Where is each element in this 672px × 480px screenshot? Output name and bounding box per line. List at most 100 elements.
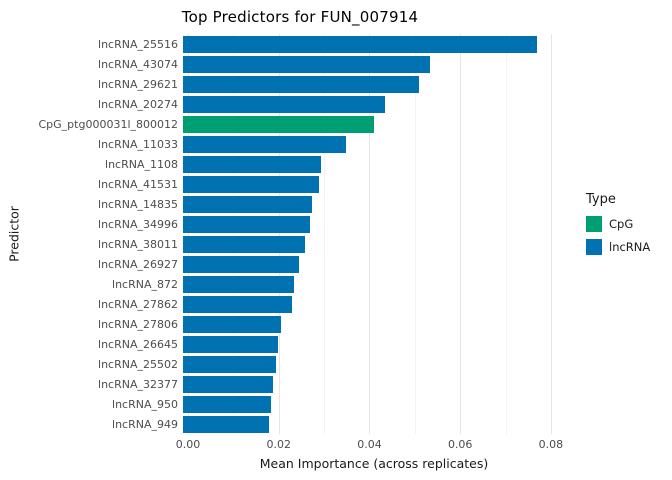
legend-entries: CpG lncRNA [586,216,650,255]
y-tick-label: lncRNA_32377 [98,377,178,391]
bar-lncRNA_26927 [183,255,299,273]
bar-row: lncRNA_26927 [0,254,560,274]
bar-lncRNA_32377 [183,375,273,393]
y-tick-label: lncRNA_34996 [98,217,178,231]
bar-lncRNA_25502 [183,355,276,373]
y-tick-label: lncRNA_27862 [98,297,178,311]
bar-lncRNA_1108 [183,155,322,173]
bar-track [183,334,555,354]
bar-track [183,194,555,214]
x-tick-label: 0.02 [266,438,291,451]
bar-lncRNA_43074 [183,55,431,73]
bar-track [183,54,555,74]
bar-track [183,394,555,414]
bar-row: lncRNA_872 [0,274,560,294]
bar-lncRNA_25516 [183,35,537,53]
bar-row: lncRNA_949 [0,414,560,434]
bar-track [183,274,555,294]
bar-row: lncRNA_43074 [0,54,560,74]
bar-row: lncRNA_38011 [0,234,560,254]
bar-track [183,34,555,54]
bar-track [183,134,555,154]
bar-row: lncRNA_27806 [0,314,560,334]
y-tick-label: lncRNA_11033 [98,137,178,151]
bar-track [183,154,555,174]
bar-track [183,94,555,114]
y-tick-label: lncRNA_26927 [98,257,178,271]
bar-track [183,74,555,94]
y-tick-label: lncRNA_872 [112,277,178,291]
legend-swatch [586,216,602,232]
bar-CpG_ptg000031l_800012 [183,115,374,133]
bar-lncRNA_29621 [183,75,419,93]
bar-track [183,374,555,394]
bar-lncRNA_41531 [183,175,320,193]
y-tick-label: lncRNA_29621 [98,77,178,91]
bar-row: lncRNA_34996 [0,214,560,234]
x-tick-label: 0.08 [538,438,564,451]
y-tick-label: lncRNA_1108 [105,157,178,171]
bar-lncRNA_38011 [183,235,306,253]
chart-title: Top Predictors for FUN_007914 [181,8,419,26]
legend-label: CpG [609,217,634,231]
gridline [188,34,189,434]
bar-row: lncRNA_26645 [0,334,560,354]
bar-lncRNA_26645 [183,335,279,353]
bar-row: CpG_ptg000031l_800012 [0,114,560,134]
bar-row: lncRNA_29621 [0,74,560,94]
x-axis-title: Mean Importance (across replicates) [259,456,489,471]
bar-lncRNA_20274 [183,95,385,113]
bar-lncRNA_34996 [183,215,311,233]
bar-row: lncRNA_14835 [0,194,560,214]
bar-lncRNA_949 [183,415,270,433]
bar-track [183,234,555,254]
bar-track [183,314,555,334]
bar-track [183,294,555,314]
bar-lncRNA_27862 [183,295,292,313]
gridline [233,34,235,434]
y-tick-label: lncRNA_950 [112,397,178,411]
bar-row: lncRNA_11033 [0,134,560,154]
legend-swatch [586,239,602,255]
bar-lncRNA_950 [183,395,272,413]
gridline [550,34,552,434]
y-tick-label: lncRNA_25516 [98,37,178,51]
bar-row: lncRNA_1108 [0,154,560,174]
bar-track [183,114,555,134]
bar-rows: lncRNA_25516 lncRNA_43074 lncRNA_29621 lncR… [0,34,560,434]
gridline [369,34,371,434]
bar-row: lncRNA_20274 [0,94,560,114]
bar-track [183,214,555,234]
y-tick-label: lncRNA_25502 [98,357,178,371]
y-tick-label: lncRNA_26645 [98,337,178,351]
y-tick-label: lncRNA_14835 [98,197,178,211]
bar-row: lncRNA_25502 [0,354,560,374]
y-tick-label: lncRNA_20274 [98,97,178,111]
gridline [324,34,326,434]
gridline [278,34,280,434]
x-tick-labels: 0.00 0.02 0.04 0.06 0.08 [176,438,563,452]
legend: Type CpG lncRNA [586,192,650,262]
bar-lncRNA_27806 [183,315,281,333]
y-tick-label: CpG_ptg000031l_800012 [38,117,178,131]
bar-track [183,254,555,274]
gridline [505,34,507,434]
bar-row: lncRNA_32377 [0,374,560,394]
bar-row: lncRNA_41531 [0,174,560,194]
y-tick-label: lncRNA_38011 [98,237,178,251]
legend-entry-CpG: CpG [586,216,650,232]
gridline [414,34,416,434]
legend-entry-lncRNA: lncRNA [586,239,650,255]
bar-row: lncRNA_25516 [0,34,560,54]
x-tick-label: 0.06 [447,438,473,451]
x-tick-label: 0.00 [175,438,201,451]
legend-label: lncRNA [609,240,651,254]
x-tick-label: 0.04 [357,438,382,451]
y-tick-label: lncRNA_27806 [98,317,178,331]
legend-title: Type [586,192,616,207]
bar-track [183,354,555,374]
y-tick-label: lncRNA_41531 [98,177,178,191]
gridline [460,34,462,434]
bar-row: lncRNA_950 [0,394,560,414]
